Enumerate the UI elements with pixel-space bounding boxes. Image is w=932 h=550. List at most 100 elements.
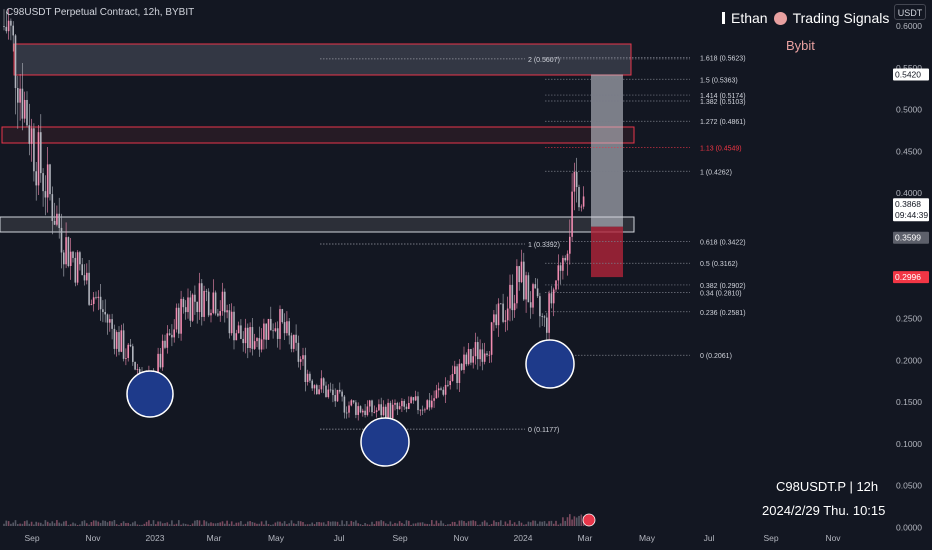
candle-body [205, 290, 208, 292]
volume-bar [288, 523, 290, 526]
candle-body [79, 252, 81, 265]
candle-body [196, 301, 198, 313]
volume-bar [566, 517, 569, 526]
volume-bar [299, 521, 302, 526]
candle-body [35, 171, 37, 186]
volume-bar [437, 523, 440, 526]
fib-level-label: 0.382 (0.2902) [700, 283, 746, 290]
candle-body [12, 25, 14, 36]
volume-bar [129, 524, 132, 526]
candle-body [276, 328, 279, 339]
volume-bar [203, 520, 205, 526]
candle-body [313, 385, 316, 389]
fib-level-label: 2 (0.5607) [528, 57, 560, 64]
candle-body [550, 293, 553, 304]
y-tick-label: 0.5500 [896, 63, 922, 73]
volume-bar [513, 522, 516, 526]
candle-body [46, 164, 49, 198]
candle-body [417, 396, 419, 411]
candle-body [362, 410, 364, 413]
candle-body [421, 409, 424, 411]
candle-body [233, 311, 235, 341]
volume-bar [138, 524, 141, 526]
candle-body [357, 406, 359, 415]
volume-bar [375, 521, 378, 526]
price-axis-tag-label: 0.3599 [895, 233, 921, 243]
support-zone [0, 216, 635, 233]
volume-bar [529, 522, 532, 526]
candle-body [465, 354, 468, 365]
candle-body [122, 330, 125, 359]
volume-bar [86, 523, 88, 526]
volume-bar [523, 524, 525, 526]
currency-button[interactable]: USDT [894, 4, 926, 20]
volume-bar [205, 521, 208, 526]
volume-bar [260, 521, 263, 526]
volume-bar [79, 524, 81, 526]
volume-bar [115, 524, 118, 526]
volume-bar [366, 524, 369, 526]
volume-bar [51, 521, 54, 526]
y-tick-label: 0.4500 [896, 146, 922, 156]
volume-bar [435, 520, 438, 526]
volume-bar [359, 524, 362, 526]
candle-body [244, 327, 247, 344]
volume-bar [320, 522, 323, 526]
candle-body [580, 206, 583, 208]
x-tick-label: Nov [85, 533, 101, 543]
candle-body [228, 310, 231, 334]
volume-bar [481, 521, 484, 526]
fib-level-label: 0.618 (0.3422) [700, 239, 746, 246]
candle-body [56, 213, 58, 225]
volume-bar [23, 521, 26, 526]
volume-bar [327, 521, 330, 526]
x-tick-label: May [639, 533, 656, 543]
candle-body [327, 389, 330, 398]
symbol-info: C98USDT.P | 12h [776, 479, 879, 494]
candle-body [403, 400, 405, 407]
volume-bar [355, 520, 357, 526]
volume-bar [152, 520, 155, 526]
volume-bar [272, 524, 274, 526]
candle-body [180, 298, 182, 334]
stop-zone-box [591, 226, 623, 278]
volume-bar [173, 524, 175, 526]
volume-bar [497, 522, 500, 526]
volume-bar [168, 524, 171, 526]
volume-bar [387, 524, 389, 526]
candle-body [467, 349, 470, 365]
volume-bar [454, 521, 456, 526]
volume-bar [431, 520, 433, 526]
event-marker-icon[interactable] [582, 513, 596, 527]
volume-bar [63, 521, 65, 526]
volume-bar [525, 524, 527, 526]
price-axis-tag-label: 0.2996 [895, 272, 921, 282]
candle-body [378, 404, 380, 411]
candle-body [168, 333, 171, 335]
candle-body [175, 307, 178, 330]
volume-bar [65, 520, 67, 526]
volume-bar [141, 524, 143, 526]
candle-body [490, 322, 493, 355]
exchange-label: Bybit [786, 38, 815, 53]
candle-body [348, 405, 350, 413]
volume-bar [362, 524, 364, 526]
volume-bar [543, 521, 546, 526]
volume-bar [125, 523, 127, 526]
candle-body [212, 292, 215, 313]
volume-bar [99, 522, 102, 526]
candle-body [184, 307, 187, 313]
volume-bar [253, 522, 256, 526]
candle-body [63, 252, 65, 265]
volume-bar [19, 523, 21, 526]
volume-bar [221, 521, 224, 526]
candle-body [527, 275, 530, 303]
candle-body [21, 88, 24, 119]
candle-body [311, 380, 313, 389]
candle-body [224, 291, 226, 313]
candle-body [203, 290, 205, 317]
candle-body [513, 303, 516, 311]
volume-bar [401, 522, 403, 526]
candle-body [582, 196, 585, 207]
